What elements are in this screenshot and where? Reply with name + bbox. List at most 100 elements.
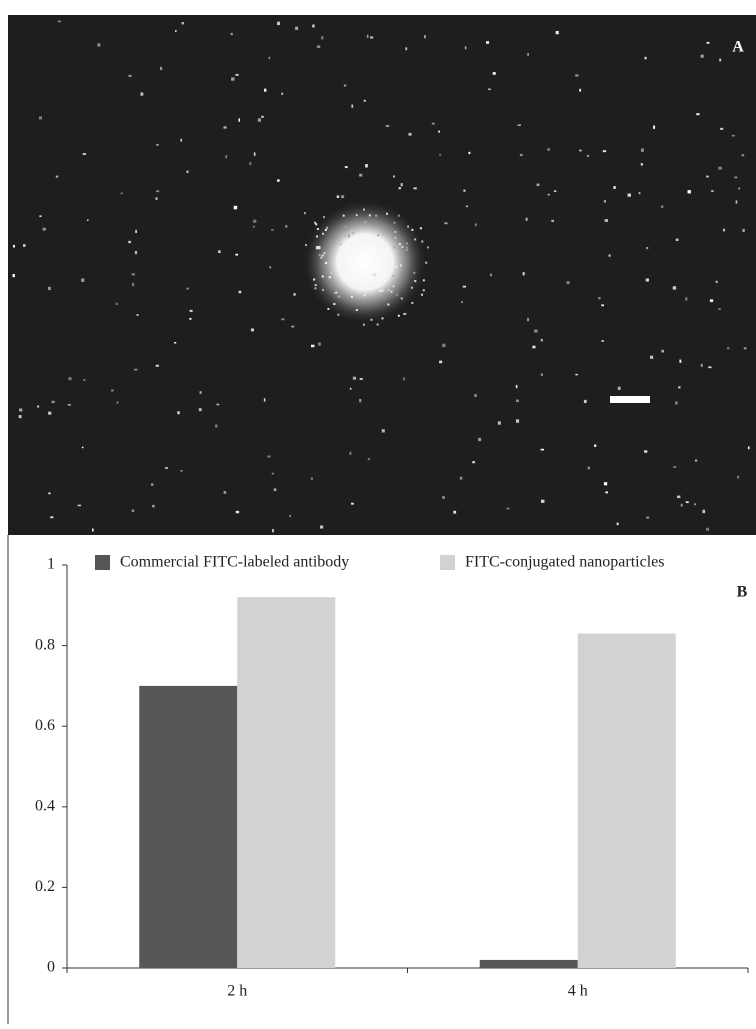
noise-dot <box>235 74 238 76</box>
noise-dot <box>359 399 361 402</box>
noise-dot <box>156 144 159 146</box>
noise-dot <box>414 280 416 282</box>
noise-dot <box>518 124 521 126</box>
noise-dot <box>681 504 683 507</box>
y-tick-label: 0.8 <box>35 636 55 653</box>
noise-dot <box>189 318 191 320</box>
figure: A B 00.20.40.60.812 h4 hCommercial FITC-… <box>0 0 756 1024</box>
noise-dot <box>39 215 41 217</box>
noise-dot <box>406 242 408 244</box>
noise-dot <box>486 41 489 44</box>
noise-dot <box>121 192 123 194</box>
noise-dot <box>56 176 58 178</box>
noise-dot <box>356 214 358 216</box>
noise-dot <box>271 229 273 231</box>
noise-dot <box>84 379 86 381</box>
scale-bar <box>610 396 650 403</box>
noise-dot <box>541 449 544 451</box>
noise-dot <box>641 148 644 151</box>
noise-dot <box>439 154 441 156</box>
noise-dot <box>269 57 271 59</box>
noise-dot <box>182 22 184 24</box>
noise-dot <box>140 92 143 95</box>
noise-dot <box>359 174 362 177</box>
noise-dot <box>315 223 317 225</box>
noise-dot <box>199 408 202 411</box>
noise-dot <box>329 276 331 278</box>
noise-dot <box>708 366 711 368</box>
panel-label: A <box>732 39 744 56</box>
noise-dot <box>548 194 550 196</box>
noise-dot <box>325 262 327 264</box>
noise-dot <box>200 391 202 394</box>
noise-dot <box>281 318 284 320</box>
noise-dot <box>541 373 543 375</box>
noise-dot <box>350 230 352 232</box>
noise-dot <box>438 131 440 133</box>
noise-dot <box>373 274 376 276</box>
noise-dot <box>269 266 271 268</box>
noise-dot <box>81 279 84 282</box>
noise-dot <box>285 225 287 228</box>
noise-dot <box>719 59 721 62</box>
noise-dot <box>363 209 365 211</box>
noise-dot <box>587 155 589 157</box>
noise-dot <box>393 285 395 287</box>
noise-dot <box>645 57 647 60</box>
noise-dot <box>394 222 396 224</box>
noise-dot <box>516 419 519 422</box>
noise-dot <box>493 72 496 75</box>
noise-dot <box>390 291 392 293</box>
noise-dot <box>679 360 681 363</box>
noise-dot <box>706 528 709 531</box>
noise-dot <box>439 361 442 364</box>
noise-dot <box>720 128 723 130</box>
noise-dot <box>155 197 157 199</box>
noise-dot <box>136 314 138 316</box>
noise-dot <box>325 229 327 231</box>
noise-dot <box>461 301 463 303</box>
noise-dot <box>235 254 238 256</box>
noise-dot <box>339 239 341 241</box>
noise-dot <box>48 287 51 290</box>
noise-dot <box>350 388 352 390</box>
noise-dot <box>423 279 425 281</box>
noise-dot <box>97 43 100 46</box>
noise-dot <box>165 467 168 469</box>
noise-dot <box>313 279 315 281</box>
noise-dot <box>527 318 529 321</box>
noise-dot <box>338 295 340 297</box>
noise-dot <box>156 190 159 192</box>
noise-dot <box>215 424 217 427</box>
noise-dot <box>238 118 240 121</box>
noise-dot <box>330 272 332 274</box>
fluorescent-cell <box>303 200 427 324</box>
noise-dot <box>333 303 335 305</box>
noise-dot <box>394 231 396 233</box>
noise-dot <box>579 150 582 152</box>
noise-dot <box>348 235 350 237</box>
noise-dot <box>442 344 445 347</box>
noise-dot <box>68 404 71 406</box>
noise-dot <box>421 241 423 243</box>
noise-dot <box>128 241 131 243</box>
noise-dot <box>132 273 135 275</box>
noise-dot <box>396 266 398 268</box>
noise-dot <box>117 402 119 404</box>
noise-dot <box>377 323 379 325</box>
noise-dot <box>694 503 696 505</box>
noise-dot <box>160 67 162 70</box>
noise-dot <box>404 313 406 315</box>
noise-dot <box>132 509 135 512</box>
noise-dot <box>393 175 395 177</box>
noise-dot <box>343 215 345 217</box>
noise-dot <box>420 227 422 229</box>
noise-dot <box>399 187 401 189</box>
noise-dot <box>249 162 251 165</box>
noise-dot <box>177 411 180 414</box>
noise-dot <box>532 346 535 349</box>
noise-dot <box>478 438 481 441</box>
noise-dot <box>386 213 388 215</box>
noise-dot <box>584 400 587 403</box>
noise-dot <box>676 239 679 242</box>
